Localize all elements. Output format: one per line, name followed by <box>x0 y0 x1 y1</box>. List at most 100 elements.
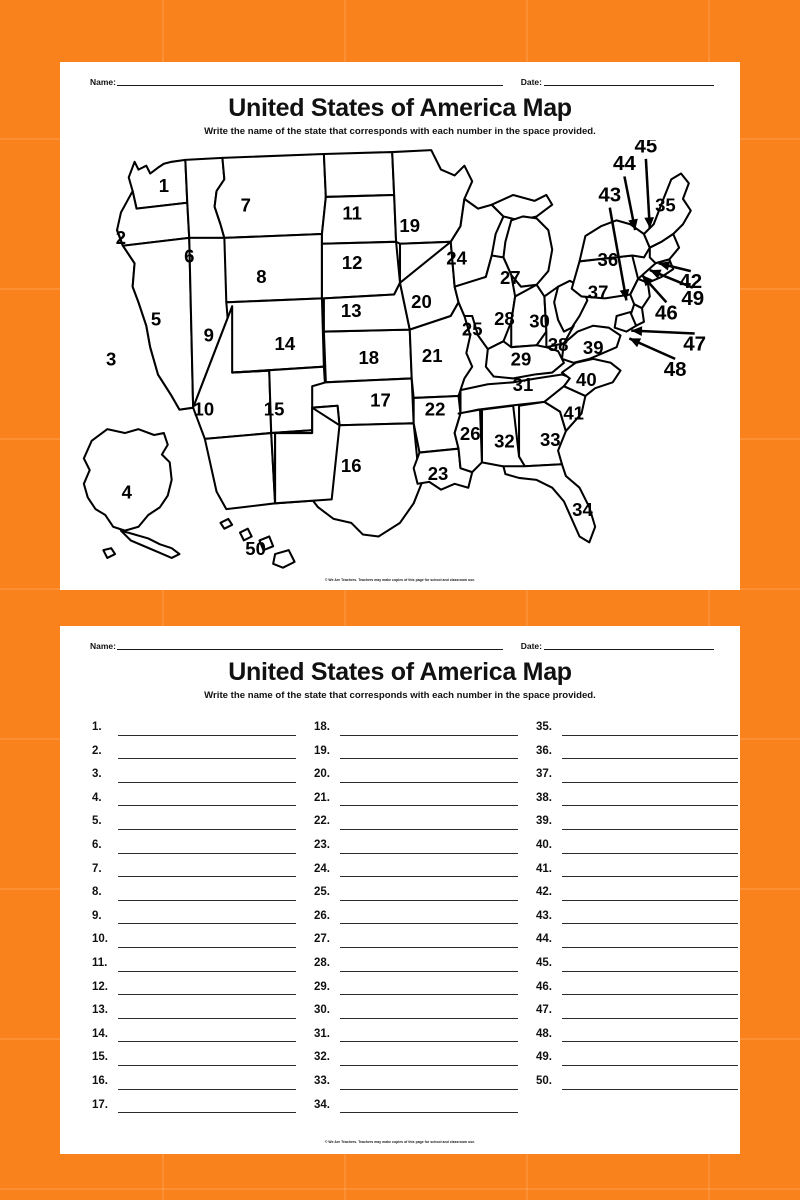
answer-input-line[interactable] <box>118 979 296 996</box>
answer-row: 3. <box>92 759 314 783</box>
answer-input-line[interactable] <box>340 956 518 972</box>
name-input-line[interactable] <box>116 640 503 650</box>
answer-row: 15. <box>92 1042 314 1066</box>
answer-input-line[interactable] <box>562 743 738 760</box>
answer-input-line[interactable] <box>118 1074 296 1090</box>
callout-arrowhead-46 <box>641 274 653 287</box>
answer-input-line[interactable] <box>562 956 738 972</box>
map-number-36: 36 <box>598 249 619 270</box>
answer-input-line[interactable] <box>562 1050 738 1066</box>
answer-number: 26. <box>314 909 330 922</box>
answer-column-1: 1. 2. 3. 4. 5. 6. 7. 8. 9. 10. 11. 12. 13. 14. 15. 16. 1… <box>92 712 314 1114</box>
answer-input-line[interactable] <box>340 743 518 760</box>
answer-input-line[interactable] <box>340 979 518 996</box>
answer-input-line[interactable] <box>340 767 518 783</box>
map-number-34: 34 <box>572 499 593 520</box>
answer-input-line[interactable] <box>562 1026 738 1043</box>
answer-row: 8. <box>92 877 314 901</box>
answer-input-line[interactable] <box>118 1050 296 1066</box>
answer-input-line[interactable] <box>340 861 518 878</box>
answer-number: 45. <box>536 957 552 970</box>
date-input-line[interactable] <box>544 76 714 86</box>
map-number-39: 39 <box>583 337 604 358</box>
date-input-line[interactable] <box>544 640 714 650</box>
answer-input-line[interactable] <box>118 861 296 878</box>
answer-row: 49. <box>536 1042 746 1066</box>
answer-input-line[interactable] <box>118 767 296 783</box>
answer-input-line[interactable] <box>340 838 518 854</box>
answer-row: 2. <box>92 736 314 760</box>
answer-input-line[interactable] <box>562 790 738 807</box>
answer-input-line[interactable] <box>340 790 518 807</box>
answer-number: 48. <box>536 1027 552 1040</box>
map-number-16: 16 <box>341 455 362 476</box>
map-number-21: 21 <box>422 345 443 366</box>
answer-input-line[interactable] <box>340 908 518 925</box>
answer-input-line[interactable] <box>562 861 738 878</box>
answer-input-line[interactable] <box>118 885 296 901</box>
answer-input-line[interactable] <box>562 838 738 854</box>
map-number-2: 2 <box>116 227 126 248</box>
answer-row: 42. <box>536 877 746 901</box>
map-number-28: 28 <box>494 308 515 329</box>
answer-input-line[interactable] <box>562 1003 738 1019</box>
map-number-20: 20 <box>411 291 432 312</box>
answer-input-line[interactable] <box>118 956 296 972</box>
answer-input-line[interactable] <box>340 1003 518 1019</box>
answer-input-line[interactable] <box>340 1097 518 1114</box>
answer-input-line[interactable] <box>118 932 296 948</box>
answer-number: 29. <box>314 980 330 993</box>
answer-input-line[interactable] <box>340 720 518 736</box>
map-number-48: 48 <box>664 358 687 381</box>
answer-input-line[interactable] <box>562 932 738 948</box>
answer-input-line[interactable] <box>118 908 296 925</box>
answer-input-line[interactable] <box>118 1003 296 1019</box>
map-number-3: 3 <box>106 349 116 370</box>
answer-input-line[interactable] <box>562 885 738 901</box>
answer-input-line[interactable] <box>562 767 738 783</box>
answer-input-line[interactable] <box>118 838 296 854</box>
answer-columns: 1. 2. 3. 4. 5. 6. 7. 8. 9. 10. 11. 12. 13. 14. 15. 16. 1… <box>92 712 738 1114</box>
page-subtitle: Write the name of the state that corresp… <box>204 690 596 701</box>
answer-row: 50. <box>536 1066 746 1090</box>
date-label: Date: <box>520 76 542 87</box>
answer-input-line[interactable] <box>118 720 296 736</box>
answer-row: 9. <box>92 901 314 925</box>
answer-row: 16. <box>92 1066 314 1090</box>
answer-number: 8. <box>92 886 102 899</box>
answer-input-line[interactable] <box>562 979 738 996</box>
answer-input-line[interactable] <box>118 1097 296 1114</box>
answer-input-line[interactable] <box>340 932 518 948</box>
answer-input-line[interactable] <box>562 720 738 736</box>
answer-number: 38. <box>536 791 552 804</box>
answer-input-line[interactable] <box>118 814 296 830</box>
answer-input-line[interactable] <box>340 1026 518 1043</box>
name-date-row: Name: Date: <box>90 640 714 650</box>
answer-number: 36. <box>536 744 552 757</box>
answer-input-line[interactable] <box>118 790 296 807</box>
answer-row: 37. <box>536 759 746 783</box>
answer-input-line[interactable] <box>562 908 738 925</box>
answer-number: 23. <box>314 839 330 852</box>
map-number-27: 27 <box>500 267 521 288</box>
answer-input-line[interactable] <box>118 1026 296 1043</box>
answer-number: 32. <box>314 1051 330 1064</box>
map-number-25: 25 <box>462 318 483 339</box>
answer-input-line[interactable] <box>340 885 518 901</box>
answer-row: 46. <box>536 972 746 996</box>
answer-number: 13. <box>92 1004 108 1017</box>
answer-input-line[interactable] <box>118 743 296 760</box>
answer-input-line[interactable] <box>340 1074 518 1090</box>
answer-input-line[interactable] <box>562 814 738 830</box>
answer-input-line[interactable] <box>340 814 518 830</box>
name-input-line[interactable] <box>116 76 503 86</box>
answer-input-line[interactable] <box>562 1074 738 1090</box>
callout-leader-45 <box>644 158 652 229</box>
map-number-18: 18 <box>358 347 379 368</box>
callout-arrowhead-42 <box>658 261 671 271</box>
map-callout-leaders <box>608 158 695 361</box>
map-number-6: 6 <box>184 245 194 266</box>
answer-input-line[interactable] <box>340 1050 518 1066</box>
answer-row: 27. <box>314 924 536 948</box>
